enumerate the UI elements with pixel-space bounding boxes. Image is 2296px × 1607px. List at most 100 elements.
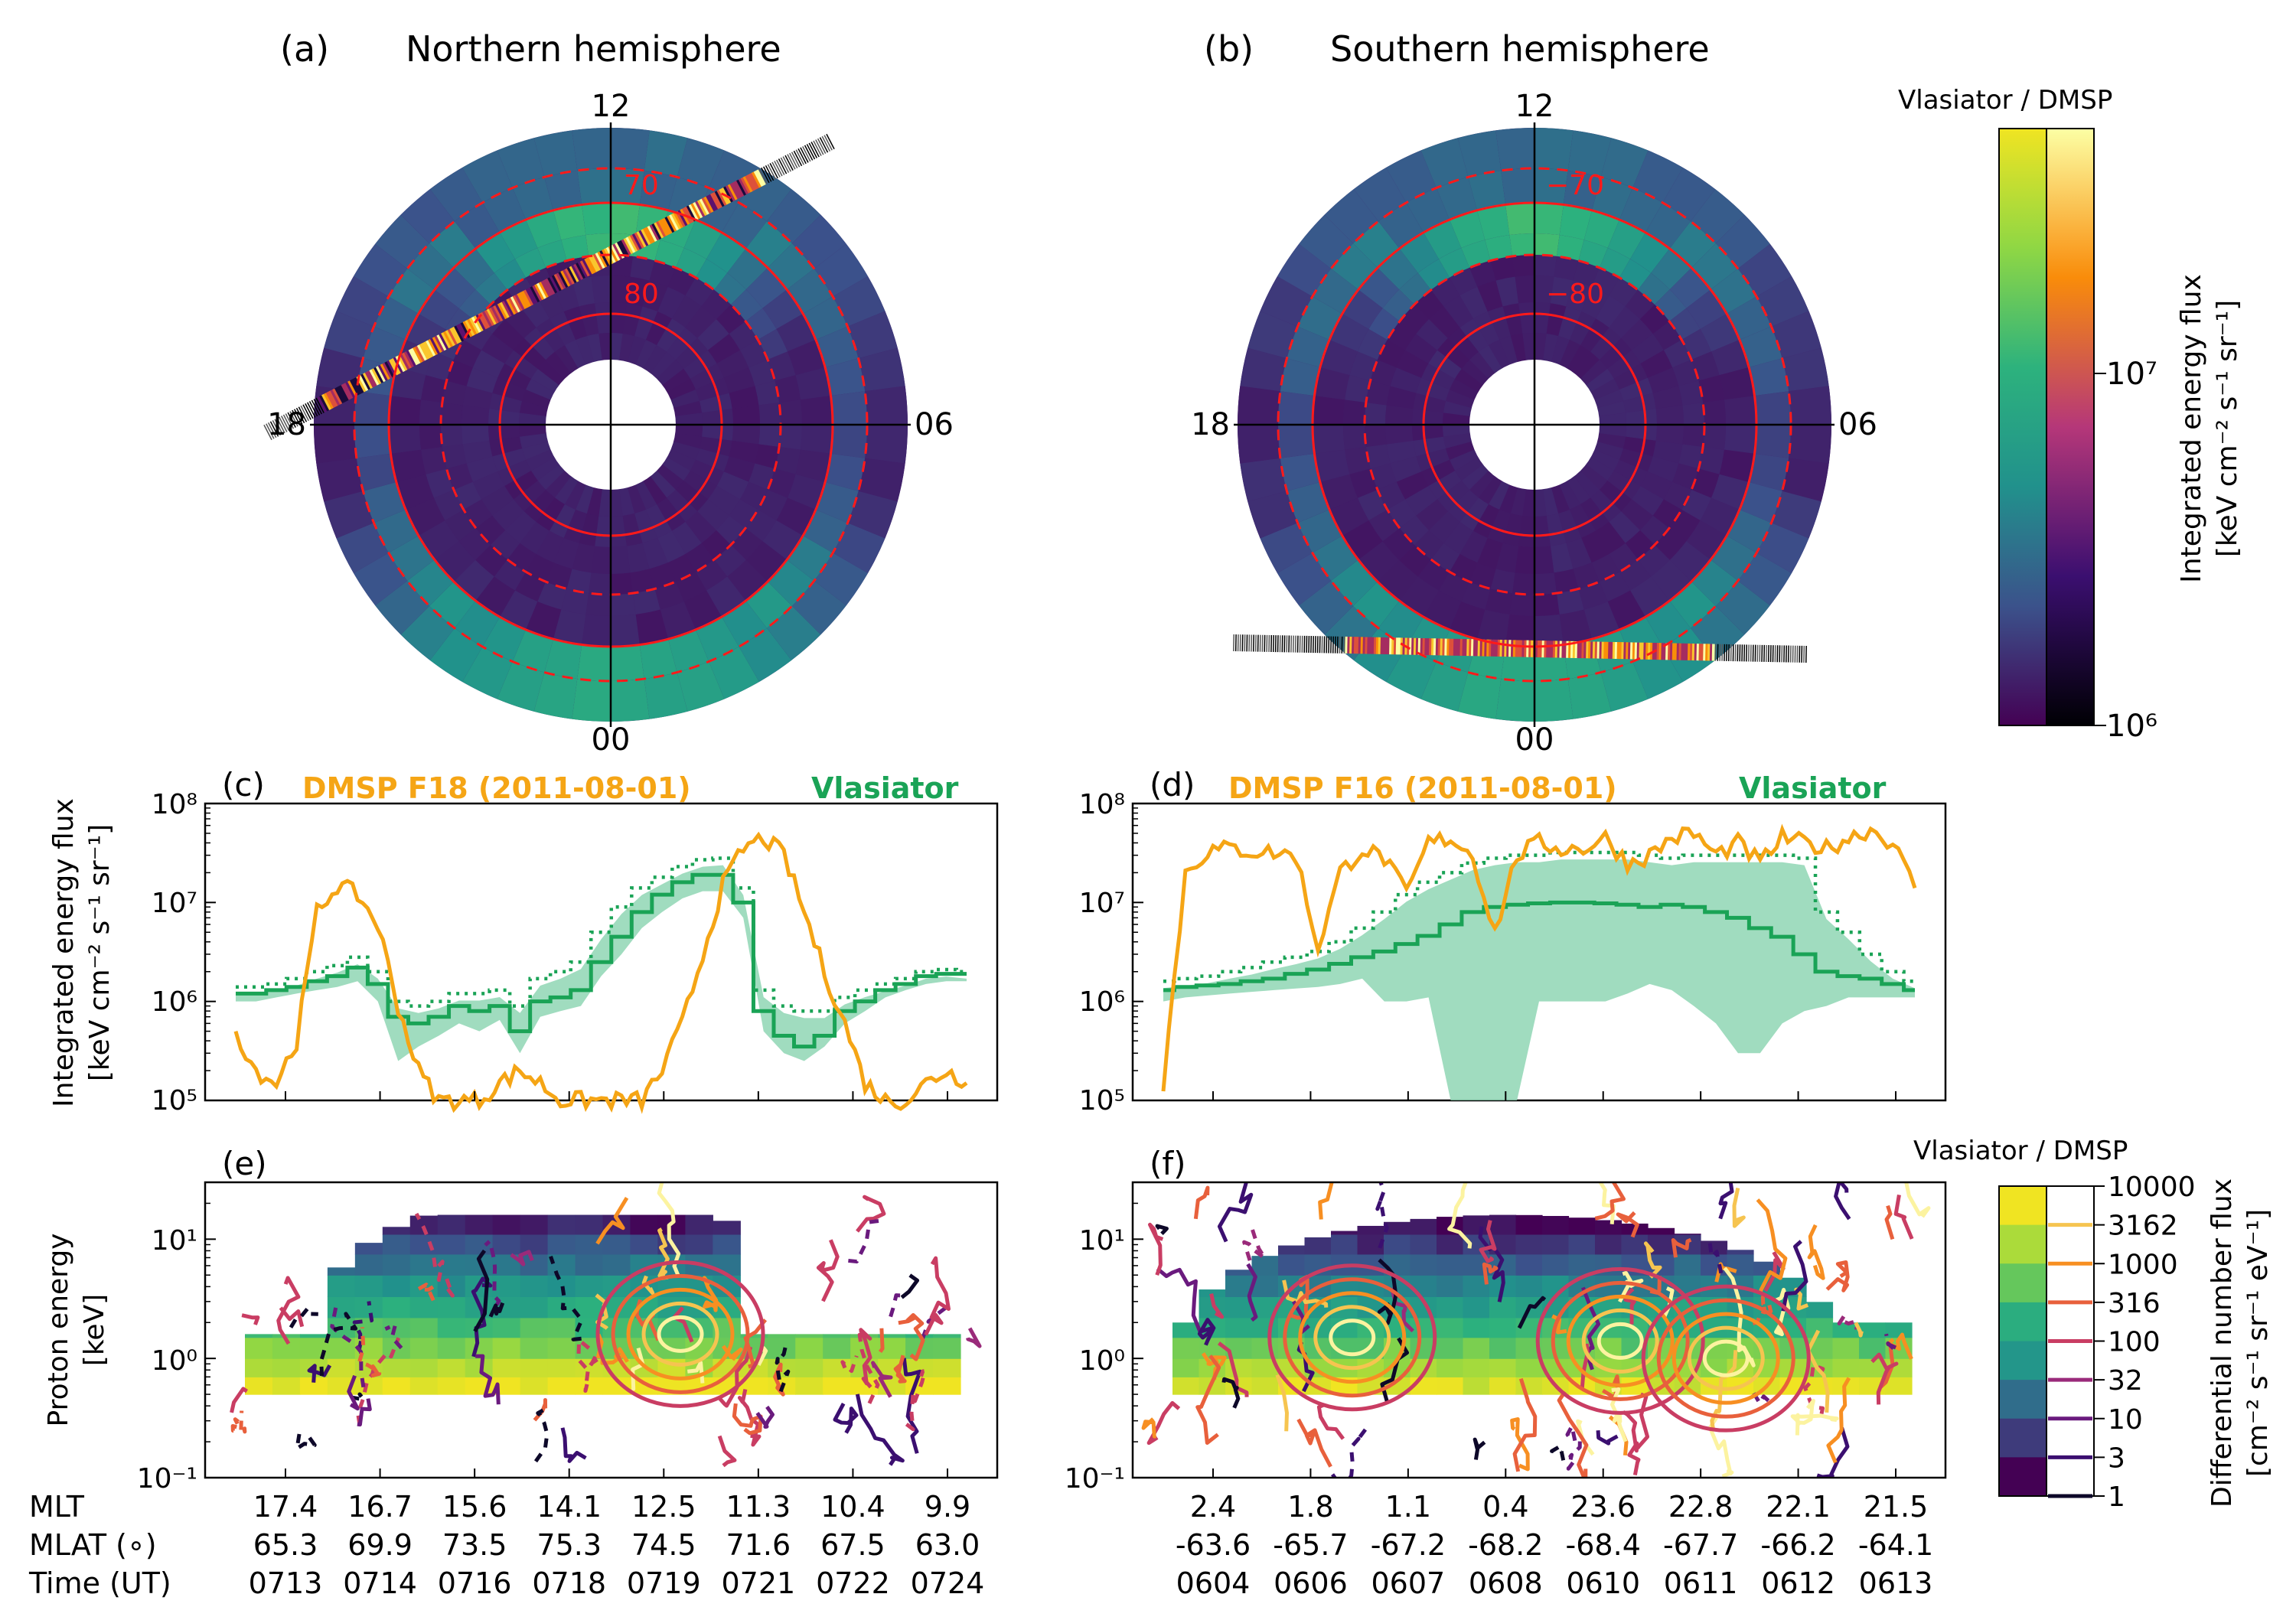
flux-contour: [1904, 1182, 1931, 1218]
spectrogram-cell: [520, 1358, 549, 1377]
panel-e-tag: (e): [222, 1145, 267, 1182]
flux-contour: [833, 1403, 859, 1434]
spectrogram-cell: [437, 1214, 466, 1235]
flux-tick-1e7-d: 10⁷: [1079, 888, 1125, 919]
spectrogram-cell: [1832, 1337, 1860, 1359]
spectrogram-cell: [547, 1275, 576, 1297]
spectrogram-cell: [245, 1337, 273, 1359]
panel-b-tag: (b): [1204, 28, 1254, 70]
spectrogram-cell: [492, 1337, 521, 1359]
flux-contour: [488, 1302, 505, 1318]
flux-contour: [1193, 1185, 1210, 1220]
flux-contour: [1718, 1182, 1734, 1220]
orbit-label-mlt: 2.4: [1190, 1490, 1236, 1524]
mlt-label-18: 18: [267, 407, 306, 442]
orbit-label-mlat: 75.3: [536, 1528, 602, 1562]
spectrogram-cell: [1515, 1253, 1543, 1276]
flux-contour: [1447, 1182, 1473, 1249]
orbit-label-time: 0610: [1566, 1566, 1640, 1600]
panel-d-tag: (d): [1150, 766, 1195, 804]
colorbar-level-label: 1000: [2108, 1249, 2178, 1280]
spectrogram-cell: [933, 1337, 961, 1359]
flux-contour: [717, 1346, 753, 1408]
spectrogram-cell: [1437, 1317, 1464, 1338]
colorbar-level-label: 10: [2108, 1404, 2143, 1436]
flux-contour: [1330, 1427, 1368, 1478]
energy-tick-1e1-f: 10¹: [1079, 1225, 1125, 1257]
vlasiator-median-line: [1163, 900, 1915, 993]
flux-contour: [641, 1275, 655, 1296]
flux-contour: [1242, 1227, 1267, 1261]
orbit-label-mlt: 21.5: [1864, 1490, 1929, 1524]
flux-contour: [1671, 1237, 1692, 1258]
colorbar-bottom-units: [cm⁻² s⁻¹ sr⁻¹ eV⁻¹]: [2242, 1209, 2274, 1477]
orbit-label-mlat: 71.6: [726, 1528, 791, 1562]
spectrogram-cell: [272, 1334, 301, 1338]
energy-tick-1em1-f: 10⁻¹: [1065, 1463, 1125, 1495]
spectrogram-cell: [1278, 1245, 1306, 1255]
flux-contour: [902, 1358, 922, 1454]
colorbar-top-tick-1e6: 10⁶: [2106, 709, 2157, 744]
flux-contour: [1318, 1182, 1334, 1220]
flux-contour-ring: [595, 1260, 765, 1408]
spectrogram-cell: [382, 1358, 411, 1377]
orbit-label-mlat: 74.5: [631, 1528, 696, 1562]
orbit-label-time: 0607: [1371, 1566, 1445, 1600]
mlt-label-18-south: 18: [1191, 407, 1230, 442]
flux-contour-ring: [626, 1287, 735, 1380]
polar-north-activity: [314, 128, 908, 722]
spectrogram-cell: [1225, 1275, 1253, 1297]
spectrogram-cell: [1515, 1275, 1543, 1297]
orbit-label-time: 0718: [532, 1566, 606, 1600]
orbit-label-mlat: 69.9: [347, 1528, 413, 1562]
colorbar-top-header: Vlasiator / DMSP: [1898, 85, 2112, 116]
energy-ticks-f: 10¹ 10⁰ 10⁻¹: [1065, 1225, 1125, 1495]
flux-contour: [921, 1306, 947, 1340]
flux-contour: [1197, 1318, 1216, 1346]
flux-contour: [1479, 1220, 1497, 1263]
polar-map-north: 70 80 12 18 06 00: [263, 89, 954, 758]
spectrogram-cell: [437, 1358, 466, 1377]
orbit-label-mlt: 15.6: [442, 1490, 507, 1524]
flux-contour: [347, 1374, 360, 1411]
flux-contour: [1623, 1287, 1636, 1325]
legend-vlasiator-c: Vlasiator: [811, 771, 959, 805]
colorbar-level-label: 3162: [2108, 1211, 2178, 1242]
spectrogram-cell: [437, 1296, 466, 1319]
flux-contour: [1837, 1315, 1859, 1330]
spectrogram-cell: [1225, 1317, 1253, 1338]
spectrogram-cell: [1410, 1218, 1437, 1235]
flux-contour: [1510, 1417, 1530, 1472]
colorbar-level-swatch: [1999, 1380, 2047, 1420]
flux-contour: [1217, 1182, 1254, 1243]
flux-contour: [1296, 1341, 1315, 1393]
mlt-label-00-south: 00: [1515, 722, 1554, 758]
flux-contour: [1594, 1182, 1626, 1221]
spectrogram-cell: [878, 1334, 906, 1338]
flux-contour: [657, 1182, 681, 1277]
spectrogram-cell: [409, 1234, 439, 1255]
spectrogram-cell: [327, 1358, 356, 1377]
spectrogram-cell: [685, 1234, 713, 1255]
spectrogram-cell: [1701, 1253, 1728, 1276]
energy-ticks-e: 10¹ 10⁰ 10⁻¹: [137, 1225, 197, 1495]
colorbar-top-tick-1e7: 10⁷: [2106, 357, 2157, 392]
flux-plot-north: [205, 803, 968, 1114]
spectrogram-cell: [1806, 1302, 1834, 1319]
spectrogram-cell: [1251, 1256, 1279, 1276]
spectrogram-cell: [1621, 1234, 1649, 1255]
spectrogram-cell: [1278, 1253, 1306, 1276]
flux-contour: [900, 1273, 920, 1299]
energy-ylabel-units: [keV]: [79, 1294, 110, 1366]
orbit-label-time: 0724: [911, 1566, 985, 1600]
orbit-label-mlt: 1.8: [1287, 1490, 1333, 1524]
flux-ylabel-units: [keV cm⁻² s⁻¹ sr⁻¹]: [84, 824, 116, 1081]
flux-contour: [1217, 1341, 1249, 1397]
colorbar-level-swatch: [1999, 1224, 2047, 1264]
spectrogram-cell: [520, 1377, 549, 1395]
energy-tick-1em1: 10⁻¹: [137, 1463, 197, 1495]
mlt-label-06: 06: [915, 407, 954, 442]
orbit-label-mlat: -67.7: [1663, 1528, 1738, 1562]
orbit-label-time: 0604: [1176, 1566, 1251, 1600]
spectrogram-cell: [1489, 1358, 1517, 1377]
